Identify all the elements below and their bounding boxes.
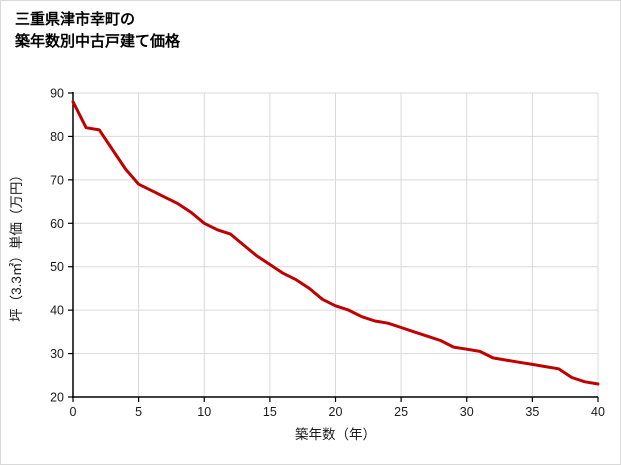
chart-title-line2: 築年数別中古戸建て価格 (15, 32, 181, 50)
line-chart: 0 5 10 15 20 25 30 35 40 20 30 40 50 60 70 80 90 坪（3.3㎡）単… (9, 87, 605, 443)
x-tick-label: 5 (135, 405, 142, 419)
y-tick-label: 20 (50, 391, 64, 405)
x-tick-label: 40 (591, 405, 605, 419)
x-tick-label: 15 (263, 405, 277, 419)
x-axis-title: 築年数（年） (295, 427, 376, 442)
x-tick-label: 20 (329, 405, 343, 419)
y-tick-label: 80 (50, 130, 64, 144)
y-axis-title: 坪（3.3㎡）単価（万円） (9, 168, 24, 322)
chart-title: 三重県津市幸町の 築年数別中古戸建て価格 (15, 9, 180, 53)
x-tick-label: 35 (525, 405, 539, 419)
y-tick-label: 30 (50, 347, 64, 361)
y-tick-label: 60 (50, 217, 64, 231)
y-tick-label: 40 (50, 304, 64, 318)
x-tick-label: 10 (197, 405, 211, 419)
x-tick-label: 30 (460, 405, 474, 419)
x-tick-label: 25 (394, 405, 408, 419)
y-tick-label: 50 (50, 260, 64, 274)
y-tick-label: 90 (50, 87, 64, 101)
price-line (71, 100, 600, 386)
x-tick-label: 0 (70, 405, 77, 419)
chart-title-line1: 三重県津市幸町の (15, 11, 136, 28)
y-tick-label: 70 (50, 173, 64, 187)
